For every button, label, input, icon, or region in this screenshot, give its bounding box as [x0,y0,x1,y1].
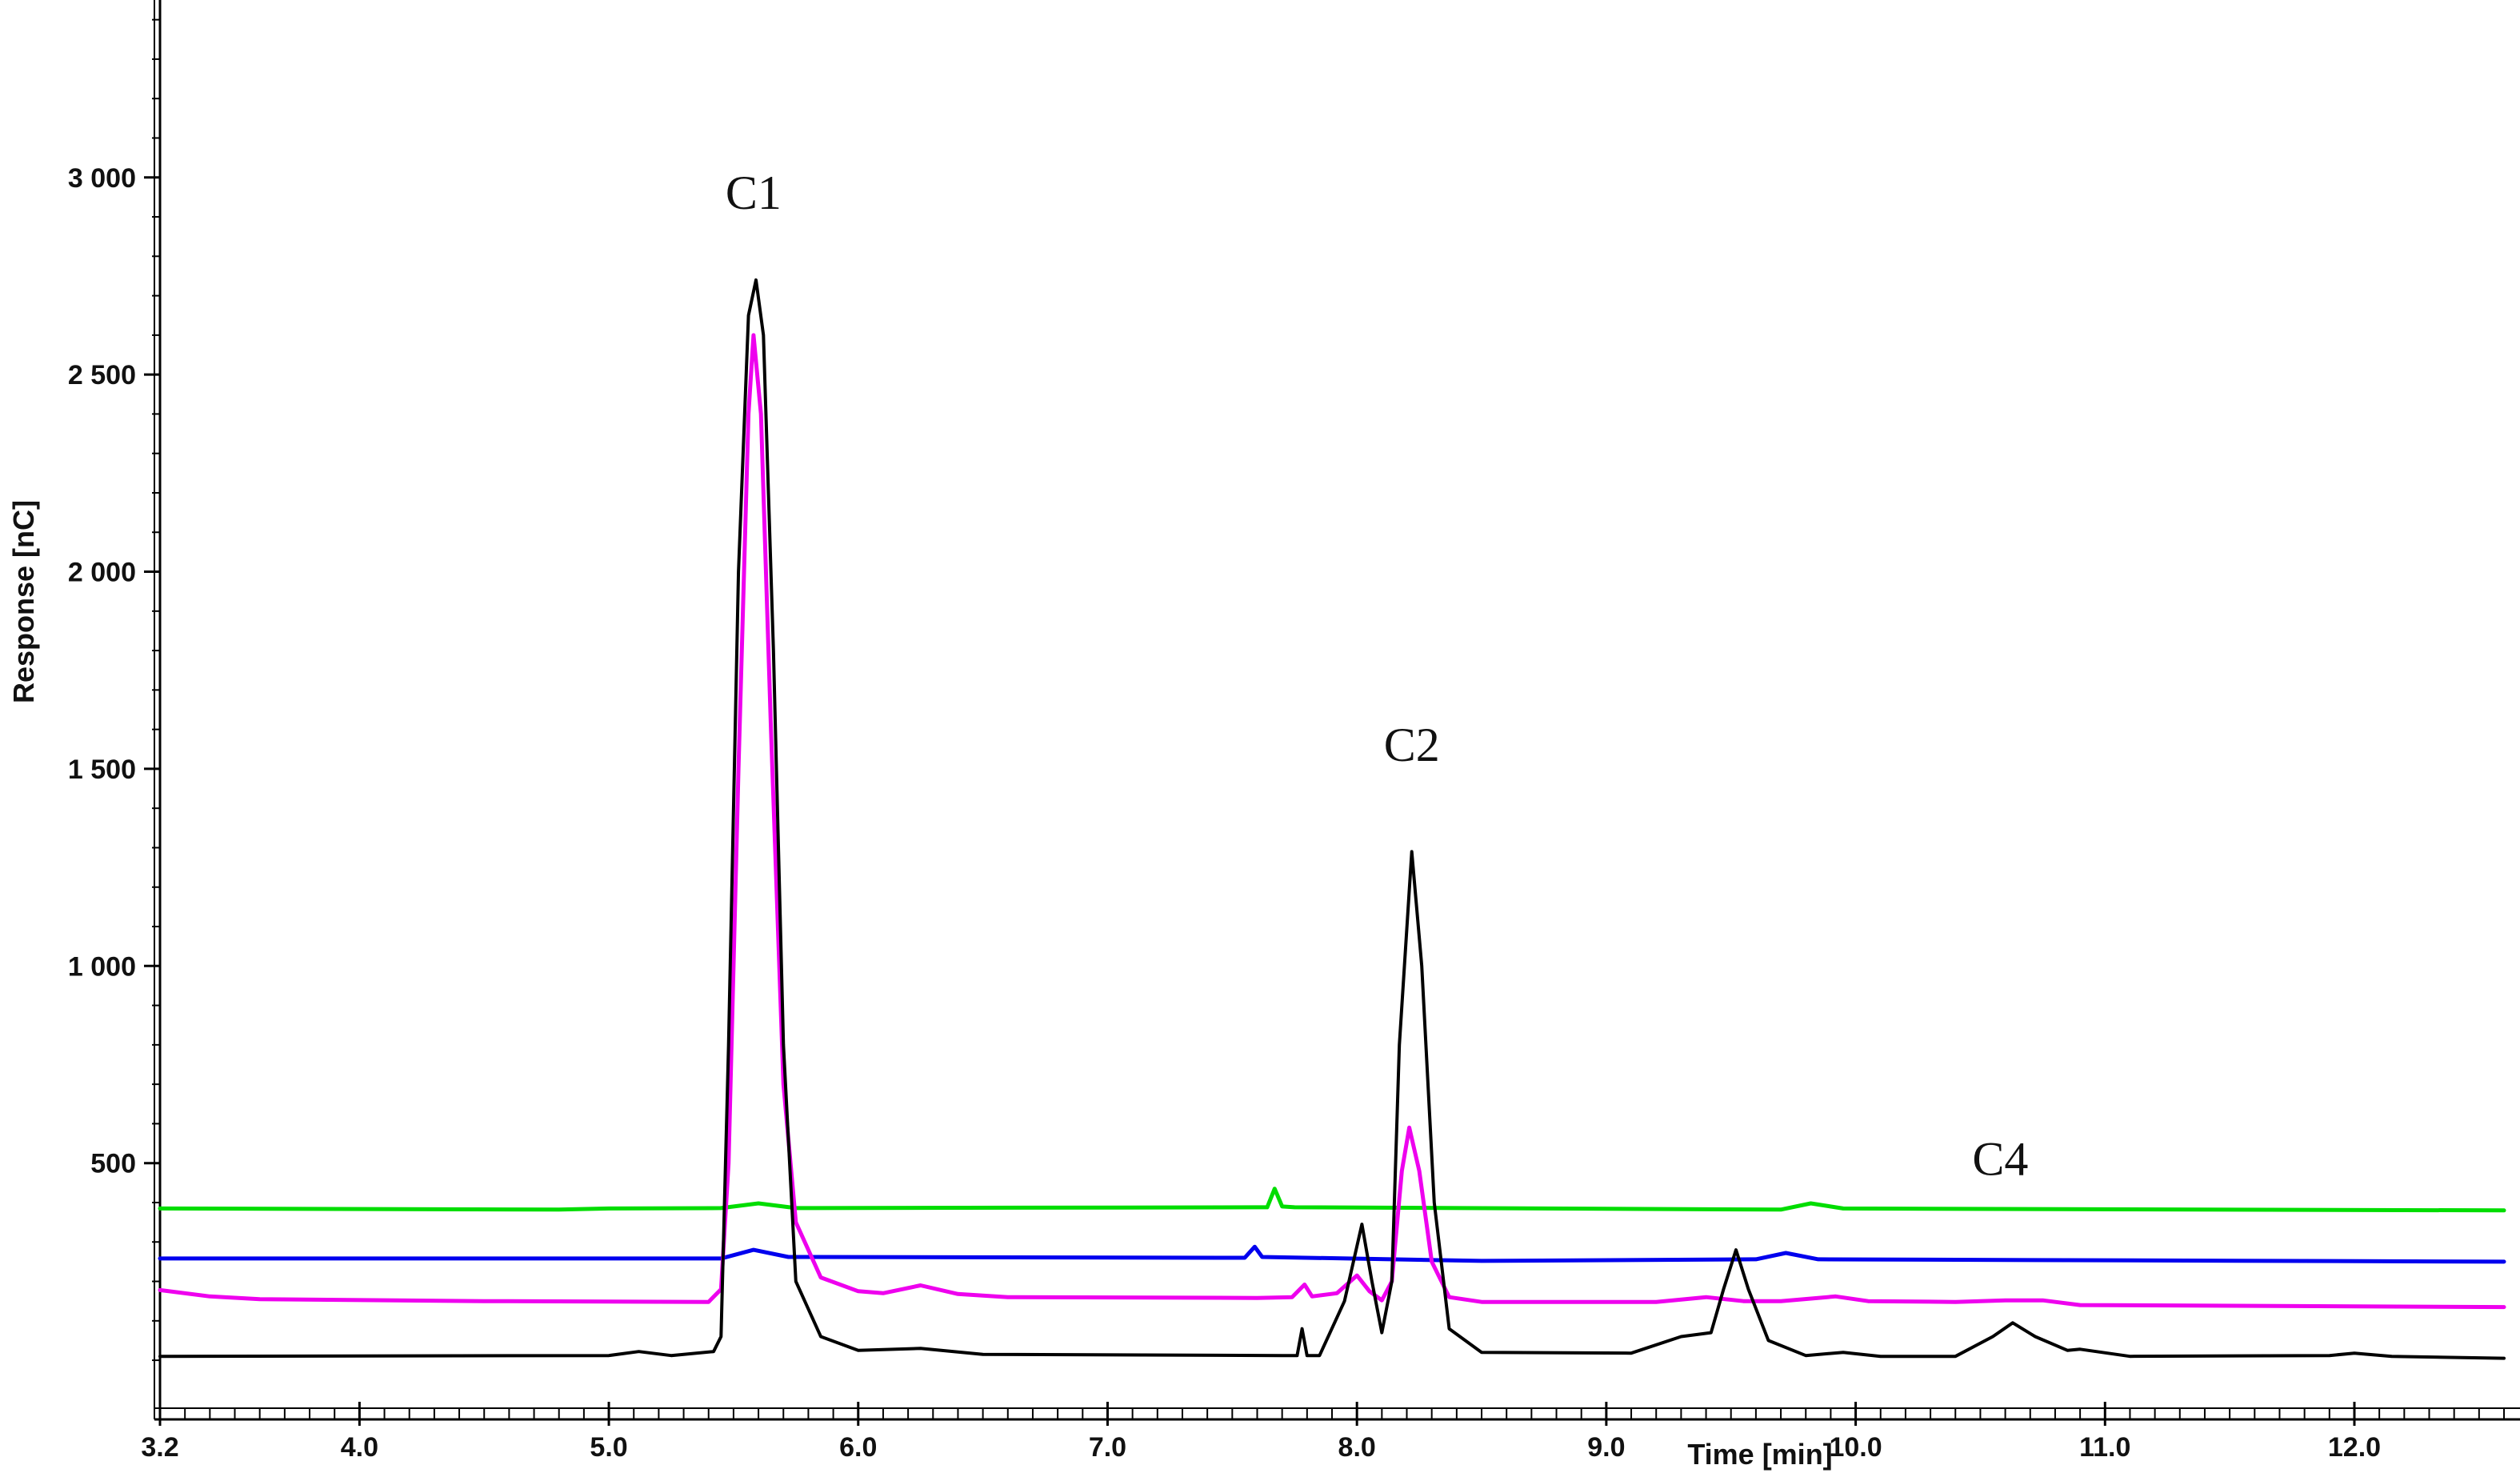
y-axis-title: Response [nC] [7,500,40,703]
y-tick-label: 1 000 [68,951,136,982]
peak-label-c4: C4 [1972,1132,2028,1185]
y-major-ticks [144,176,160,1165]
y-tick-label: 500 [90,1149,136,1179]
y-tick-label: 1 500 [68,755,136,785]
peak-label-c1: C1 [726,166,782,219]
x-tick-labels: 3.2 4.0 5.0 6.0 7.0 8.0 9.0 10.0 11.0 12.0 [141,1432,2381,1463]
chromatogram-trace-3 [158,333,2506,1310]
x-tick-label: 12.0 [2328,1432,2381,1463]
peak-label-c2: C2 [1384,718,1440,771]
y-tick-label: 2 500 [68,360,136,390]
peak-annotations: C1 C2 C4 [726,166,2029,1185]
x-major-ticks [158,1402,2356,1426]
x-tick-label: 3.2 [141,1432,178,1463]
series-layer [158,278,2506,1360]
y-tick-label: 3 000 [68,163,136,194]
x-tick-label: 9.0 [1587,1432,1625,1463]
x-tick-label: 10.0 [1829,1432,1882,1463]
x-tick-label: 6.0 [839,1432,877,1463]
chromatogram-trace-4 [158,278,2506,1360]
x-axis: 3.2 4.0 5.0 6.0 7.0 8.0 9.0 10.0 11.0 12.0 [141,1402,2520,1463]
x-tick-label: 7.0 [1089,1432,1126,1463]
x-tick-label: 11.0 [2079,1432,2130,1463]
x-tick-label: 8.0 [1338,1432,1376,1463]
x-axis-title: Time [min] [1687,1438,1832,1471]
y-axis: 500 1 000 1 500 2 000 2 500 3 000 [68,0,162,1419]
y-tick-label: 2 000 [68,558,136,588]
x-tick-label: 4.0 [341,1432,378,1463]
y-minor-ticks [152,18,160,1362]
y-tick-labels: 500 1 000 1 500 2 000 2 500 3 000 [68,163,136,1179]
x-tick-label: 5.0 [590,1432,627,1463]
chromatogram-trace-1 [158,1187,2506,1213]
